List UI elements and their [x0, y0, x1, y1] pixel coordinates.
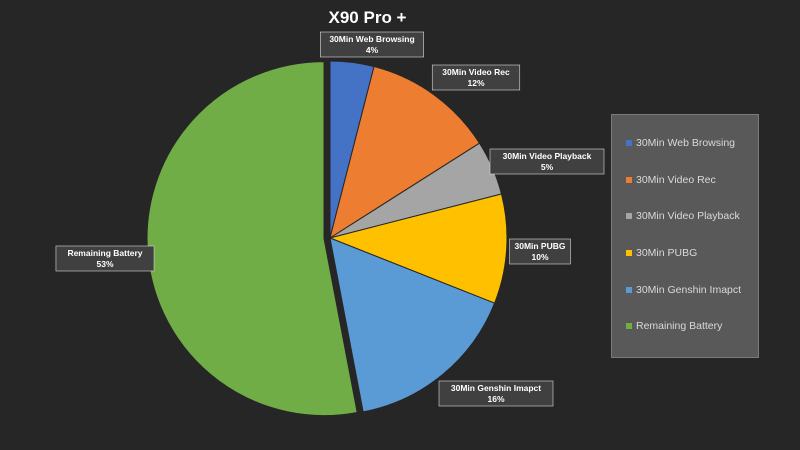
legend-item: 30Min Genshin Imapct	[626, 271, 758, 308]
legend: 30Min Web Browsing 30Min Video Rec 30Min V…	[611, 114, 759, 358]
pie-slice	[329, 237, 496, 413]
data-label-value: 53%	[96, 259, 113, 269]
data-label-value: 16%	[487, 394, 504, 404]
legend-item: Remaining Battery	[626, 308, 758, 345]
pie-slice	[329, 65, 481, 240]
legend-label: Remaining Battery	[636, 320, 723, 333]
legend-label: 30Min Genshin Imapct	[636, 283, 742, 296]
data-label-name: 30Min Genshin Imapct	[451, 383, 541, 393]
legend-swatch	[626, 176, 632, 183]
legend-swatch	[626, 213, 632, 220]
pie-slice	[328, 193, 508, 304]
data-label-value: 10%	[531, 252, 548, 262]
data-label-name: Remaining Battery	[67, 248, 142, 258]
legend-item: 30Min PUBG	[626, 235, 758, 272]
legend-swatch	[626, 140, 632, 147]
data-label-name: 30Min Video Playback	[503, 151, 592, 161]
data-label-value: 12%	[467, 78, 484, 88]
legend-swatch	[626, 286, 632, 293]
data-label-name: 30Min PUBG	[514, 241, 565, 251]
legend-label: 30Min Video Playback	[636, 210, 740, 223]
chart-title: X90 Pro +	[328, 8, 407, 27]
legend-label: 30Min Web Browsing	[636, 137, 736, 150]
legend-label: 30Min PUBG	[636, 247, 698, 260]
legend-swatch	[626, 323, 632, 330]
legend-swatch	[626, 250, 632, 257]
legend-item: 30Min Video Rec	[626, 162, 758, 199]
legend-item: 30Min Web Browsing	[626, 125, 758, 162]
legend-label: 30Min Video Rec	[636, 173, 716, 186]
data-label-value: 5%	[541, 162, 554, 172]
data-label-name: 30Min Web Browsing	[329, 34, 414, 44]
pie-slice	[146, 61, 358, 417]
legend-item: 30Min Video Playback	[626, 198, 758, 235]
data-label-value: 4%	[366, 45, 379, 55]
data-label-name: 30Min Video Rec	[442, 67, 510, 77]
